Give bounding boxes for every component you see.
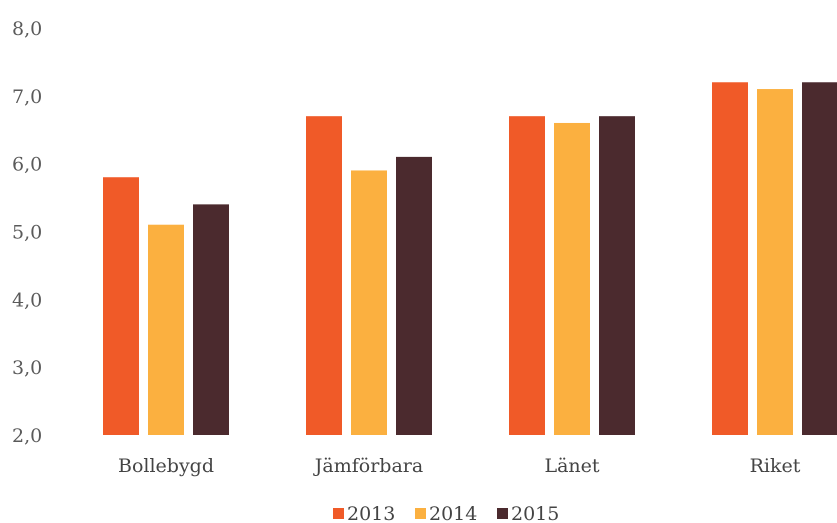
x-axis: Bollebygd Jämförbara Länet Riket <box>118 455 801 477</box>
bar-2014-länet <box>554 122 590 435</box>
bar-2013-bollebygd <box>103 177 139 435</box>
category-label: Länet <box>544 455 599 477</box>
bar-2013-riket <box>712 82 748 436</box>
legend: 2013 2014 2015 <box>333 503 559 523</box>
y-tick-label: 7,0 <box>12 86 42 108</box>
y-axis: 2,0 3,0 4,0 5,0 6,0 7,0 8,0 <box>12 18 42 447</box>
legend-swatch-2013 <box>333 508 344 519</box>
bar-2015-jämförbara <box>396 156 432 435</box>
legend-label: 2014 <box>429 503 477 523</box>
bar-2014-riket <box>757 89 793 436</box>
category-label: Bollebygd <box>118 455 214 477</box>
category-label: Jämförbara <box>313 455 423 477</box>
legend-swatch-2014 <box>415 508 426 519</box>
legend-label: 2015 <box>511 503 559 523</box>
y-tick-label: 3,0 <box>12 357 42 379</box>
y-tick-label: 5,0 <box>12 222 42 244</box>
y-tick-label: 4,0 <box>12 289 42 311</box>
bar-2013-länet <box>509 116 545 435</box>
bar-2014-bollebygd <box>148 224 184 435</box>
bar-2015-bollebygd <box>193 204 229 435</box>
y-tick-label: 6,0 <box>12 154 42 176</box>
bar-2015-länet <box>599 116 635 435</box>
bar-2013-jämförbara <box>306 116 342 435</box>
bar-2014-jämförbara <box>351 170 387 435</box>
legend-swatch-2015 <box>497 508 508 519</box>
y-tick-label: 2,0 <box>12 425 42 447</box>
bars <box>103 82 837 436</box>
legend-label: 2013 <box>347 503 395 523</box>
category-label: Riket <box>750 455 801 477</box>
y-tick-label: 8,0 <box>12 18 42 40</box>
bar-2015-riket <box>802 82 837 436</box>
